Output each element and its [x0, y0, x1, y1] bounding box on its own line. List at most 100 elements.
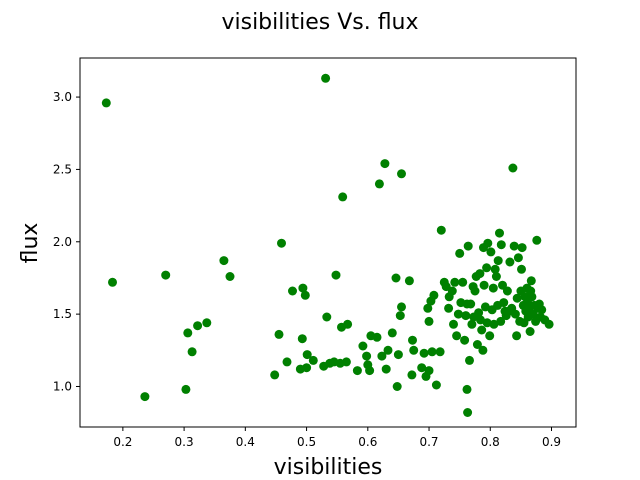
data-point [444, 303, 454, 313]
data-point [302, 363, 312, 373]
data-point [383, 345, 393, 355]
data-point [362, 351, 372, 361]
x-tick-label: 0.7 [419, 435, 438, 449]
data-point [466, 299, 476, 309]
data-point [391, 273, 401, 283]
data-point [512, 293, 522, 303]
data-point [467, 319, 477, 329]
data-point [452, 331, 462, 341]
data-point [461, 311, 471, 321]
y-tick-label: 2.0 [53, 235, 72, 249]
data-point [478, 345, 488, 355]
data-point [417, 363, 427, 373]
data-point [465, 355, 474, 365]
data-point [496, 316, 506, 326]
x-axis-ticks: 0.2 0.3 0.4 0.5 0.6 0.7 0.8 0.9 [113, 427, 561, 449]
data-point [508, 163, 518, 173]
data-point [181, 384, 191, 394]
x-tick-label: 0.4 [236, 435, 255, 449]
data-point [274, 329, 284, 339]
data-point [374, 179, 384, 189]
data-point [288, 286, 297, 296]
data-point [517, 264, 526, 274]
data-point [483, 238, 493, 248]
data-point [462, 384, 472, 394]
data-point [447, 286, 457, 296]
data-point [509, 241, 519, 251]
data-point [341, 357, 351, 367]
data-point [277, 238, 286, 248]
data-point [140, 392, 150, 402]
data-point [477, 325, 487, 335]
data-point [282, 357, 292, 367]
y-tick-label: 2.5 [53, 162, 72, 176]
data-point [435, 347, 445, 357]
data-point [300, 290, 310, 300]
data-point [392, 382, 402, 391]
data-point [427, 347, 437, 357]
data-point [517, 243, 527, 253]
data-point [423, 303, 433, 313]
chart-title: visibilities Vs. flux [221, 10, 418, 35]
data-point [460, 335, 470, 345]
data-point [527, 292, 537, 302]
x-tick-label: 0.2 [113, 435, 132, 449]
data-point [397, 302, 406, 312]
data-point [409, 345, 419, 355]
data-point [475, 269, 485, 279]
data-point [489, 319, 499, 329]
data-point [397, 169, 406, 179]
data-point [496, 240, 506, 250]
y-axis-ticks: 1.0 1.5 2.0 2.5 3.0 [53, 90, 80, 393]
data-point [387, 328, 397, 338]
data-point [270, 370, 280, 380]
data-point [219, 256, 229, 266]
data-point [513, 253, 523, 263]
data-point [450, 277, 460, 287]
data-point [187, 347, 197, 357]
data-point [532, 235, 542, 245]
data-point [302, 350, 312, 360]
data-point [343, 319, 353, 329]
data-point [352, 366, 362, 376]
data-point [404, 276, 414, 286]
x-axis-label: visibilities [274, 455, 383, 480]
data-point [298, 283, 308, 293]
data-point [365, 366, 375, 376]
data-point [408, 335, 417, 345]
data-point [407, 370, 417, 380]
data-point [526, 276, 536, 286]
data-point [499, 298, 509, 308]
data-point [544, 319, 554, 329]
data-points [101, 73, 554, 417]
data-point [338, 192, 348, 202]
y-axis-label: flux [18, 223, 43, 264]
data-point [474, 308, 484, 318]
data-point [322, 312, 332, 322]
data-point [490, 264, 500, 274]
data-point [472, 340, 482, 349]
data-point [453, 309, 463, 319]
data-point [495, 228, 504, 238]
data-point [358, 341, 368, 351]
data-point [493, 256, 503, 266]
data-point [537, 305, 547, 315]
data-point [183, 328, 193, 338]
x-tick-label: 0.3 [175, 435, 194, 449]
y-tick-label: 1.0 [53, 379, 72, 393]
y-tick-label: 3.0 [53, 90, 72, 104]
data-point [372, 332, 382, 342]
data-point [297, 334, 307, 344]
data-point [436, 225, 446, 235]
data-point [193, 321, 203, 331]
data-point [424, 316, 434, 326]
data-point [429, 290, 439, 300]
x-tick-label: 0.9 [542, 435, 561, 449]
data-point [502, 286, 512, 296]
data-point [202, 318, 212, 328]
data-point [491, 272, 501, 281]
data-point [431, 380, 441, 390]
data-point [308, 355, 318, 365]
data-point [512, 331, 522, 341]
